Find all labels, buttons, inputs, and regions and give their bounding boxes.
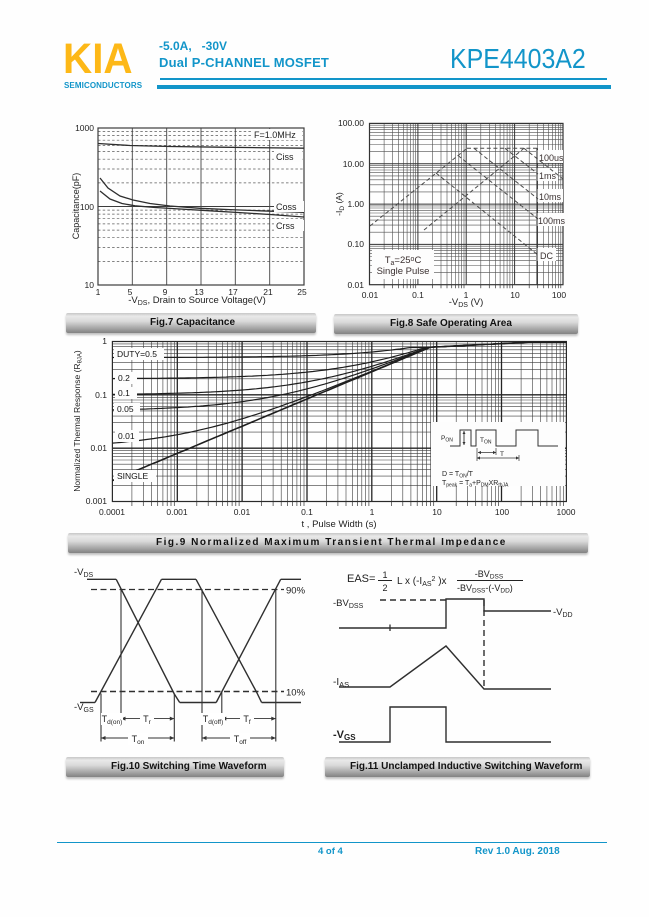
svg-text:-VDS, Drain to Source Voltage(: -VDS, Drain to Source Voltage(V) [128, 295, 266, 307]
svg-text:10ms: 10ms [539, 192, 562, 202]
svg-text:Normalized Thermal Response (R: Normalized Thermal Response (RθJA) [72, 350, 84, 492]
svg-text:0.1: 0.1 [95, 390, 107, 400]
svg-text:1: 1 [102, 336, 107, 346]
svg-text:-VDS (V): -VDS (V) [449, 297, 484, 309]
svg-text:90%: 90% [286, 586, 306, 597]
svg-text:13: 13 [194, 287, 204, 297]
svg-text:Crss: Crss [276, 221, 295, 231]
svg-text:100: 100 [495, 507, 509, 517]
svg-text:D = TON/T: D = TON/T [442, 471, 474, 480]
svg-text:10%: 10% [286, 688, 306, 699]
svg-text:t , Pulse Width (s): t , Pulse Width (s) [302, 519, 377, 530]
svg-text:0.1: 0.1 [412, 290, 424, 300]
svg-text:TON: TON [480, 437, 492, 446]
svg-text:100: 100 [80, 202, 94, 212]
svg-text:0.1: 0.1 [118, 388, 130, 398]
svg-text:100ms: 100ms [538, 216, 566, 226]
svg-text:0.01: 0.01 [118, 431, 135, 441]
svg-text:-VGS: -VGS [333, 729, 356, 742]
svg-text:10: 10 [85, 280, 95, 290]
svg-text:0.0001: 0.0001 [99, 507, 125, 517]
svg-text:0.001: 0.001 [166, 507, 188, 517]
svg-text:1: 1 [96, 287, 101, 297]
svg-text:0.2: 0.2 [118, 373, 130, 383]
svg-text:2: 2 [382, 583, 387, 593]
svg-text:1000: 1000 [557, 507, 576, 517]
svg-text:17: 17 [228, 287, 238, 297]
svg-text:-VDD: -VDD [553, 607, 573, 619]
svg-text:1: 1 [382, 570, 387, 580]
svg-text:Capacitance(pF): Capacitance(pF) [71, 173, 81, 240]
svg-text:-BVDSS: -BVDSS [333, 598, 364, 610]
svg-text:25: 25 [297, 287, 307, 297]
svg-text:Tr: Tr [143, 714, 152, 726]
svg-text:100: 100 [552, 290, 566, 300]
svg-text:0.01: 0.01 [234, 507, 251, 517]
svg-text:0.01: 0.01 [362, 290, 379, 300]
svg-text:0.01: 0.01 [90, 443, 107, 453]
svg-text:EAS=: EAS= [347, 573, 375, 585]
svg-text:0.001: 0.001 [86, 496, 108, 506]
svg-text:10: 10 [510, 290, 520, 300]
svg-text:1: 1 [370, 507, 375, 517]
svg-text:PON: PON [441, 435, 453, 444]
svg-text:-IAS: -IAS [333, 677, 349, 689]
svg-text:10: 10 [432, 507, 442, 517]
svg-text:T: T [500, 451, 504, 458]
svg-text:SINGLE: SINGLE [117, 471, 149, 481]
svg-text:0.10: 0.10 [347, 239, 364, 249]
svg-text:Tpeak = Ta+PDMXRthJA: Tpeak = Ta+PDMXRthJA [442, 480, 509, 489]
svg-text:1.00: 1.00 [347, 199, 364, 209]
svg-text:DC: DC [540, 251, 553, 261]
svg-text:Coss: Coss [276, 202, 297, 212]
svg-text:100.00: 100.00 [338, 118, 364, 128]
svg-text:L x (-IAS2 )x: L x (-IAS2 )x [397, 576, 447, 588]
svg-text:5: 5 [128, 287, 133, 297]
svg-text:1ms: 1ms [539, 171, 557, 181]
svg-text:Single Pulse: Single Pulse [377, 266, 430, 277]
svg-text:1: 1 [464, 290, 469, 300]
svg-text:1000: 1000 [75, 123, 94, 133]
svg-text:0.05: 0.05 [117, 404, 134, 414]
svg-text:Tf: Tf [243, 714, 251, 726]
svg-text:-BVDSS-(-VDD): -BVDSS-(-VDD) [457, 583, 513, 595]
svg-text:0.1: 0.1 [301, 507, 313, 517]
svg-text:10.00: 10.00 [343, 159, 365, 169]
svg-text:0.01: 0.01 [347, 280, 364, 290]
svg-text:Ciss: Ciss [276, 152, 294, 162]
svg-text:21: 21 [263, 287, 273, 297]
svg-text:-BVDSS: -BVDSS [475, 569, 504, 581]
svg-text:DUTY=0.5: DUTY=0.5 [117, 349, 157, 359]
svg-text:9: 9 [163, 287, 168, 297]
svg-text:100us: 100us [539, 153, 564, 163]
svg-text:F=1.0MHz: F=1.0MHz [254, 130, 296, 140]
